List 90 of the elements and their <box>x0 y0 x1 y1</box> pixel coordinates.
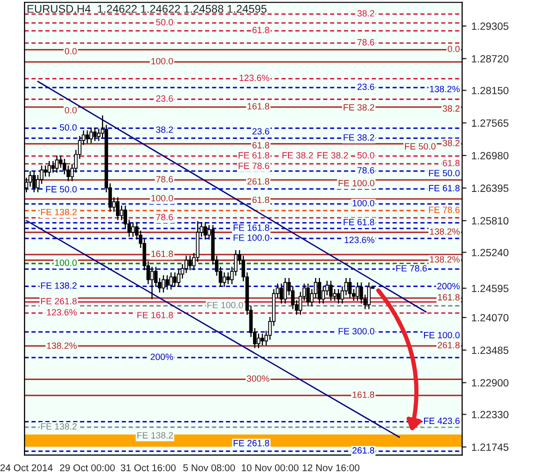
annotation: 161.8 <box>151 250 173 258</box>
chart-title: EURUSD,H4 1.24622 1.24622 1.24588 1.24595 <box>28 4 267 14</box>
y-tick-label: 1.24595 <box>472 284 508 292</box>
annotation: FE 261.8 <box>41 298 77 304</box>
annotation: 138.2% <box>430 86 460 92</box>
annotation: 50.0 <box>357 152 374 158</box>
y-tick-label: 1.28720 <box>472 55 508 62</box>
annotation: 300% <box>246 375 270 382</box>
annotation: FE 50.0 <box>405 143 436 150</box>
annotation: 138.2% <box>430 256 460 263</box>
annotation: FE 38.2 <box>344 134 374 141</box>
annotation: 38.2 <box>442 105 460 112</box>
y-tick-label: 1.24070 <box>472 314 508 322</box>
annotation: 50.0 <box>60 124 77 131</box>
annotation: 200% <box>150 354 173 360</box>
annotation: FE 138.2 <box>41 423 77 430</box>
y-tick-label: 1.23485 <box>472 346 508 354</box>
annotation: FE 78.6 <box>429 206 460 214</box>
x-tick-label: 31 Oct 16:00 <box>120 464 176 472</box>
annotation: 138.2% <box>430 228 460 235</box>
annotation: 0.0 <box>64 48 77 54</box>
annotation: 23.6 <box>358 84 374 90</box>
annotation: 100.0 <box>151 194 173 202</box>
y-tick-label: 1.27565 <box>472 119 508 127</box>
annotation: 161.8 <box>352 391 374 398</box>
x-tick-label: 5 Nov 08:00 <box>183 464 235 472</box>
annotation: 261.8 <box>247 178 270 185</box>
annotation: FE 300.0 <box>338 328 374 334</box>
annotation: 0.0 <box>448 46 460 52</box>
annotation: 161.8 <box>438 294 460 300</box>
annotation: FE 423.6 <box>424 418 460 424</box>
y-tick-label: 1.28150 <box>472 86 508 94</box>
y-tick-label: 1.22330 <box>472 410 508 418</box>
annotation: FE 100.0 <box>338 180 374 186</box>
annotation: 78.6 <box>156 214 173 220</box>
x-tick-label: 12 Nov 16:00 <box>302 464 360 472</box>
annotation: FE 50.0 <box>429 170 460 176</box>
y-tick-label: 1.22900 <box>472 379 508 387</box>
annotation: 200% <box>437 282 460 290</box>
annotation: FE 100.0 <box>424 332 460 338</box>
annotation: FE 100.0 <box>207 302 243 308</box>
x-tick-label: 10 Nov 00:00 <box>242 464 299 472</box>
annotation: FE 78.6 <box>396 265 427 272</box>
annotation: 61.8 <box>252 196 270 204</box>
y-tick-label: 1.25240 <box>472 248 508 256</box>
annotation: 61.8 <box>252 142 270 148</box>
annotation: 100.0 <box>55 260 77 266</box>
annotation: 78.6 <box>358 167 374 174</box>
annotation: 61.8 <box>442 160 460 166</box>
annotation: 261.8 <box>438 342 460 348</box>
annotation: 38.2 <box>156 126 173 133</box>
annotation: 123.6% <box>344 236 374 244</box>
annotation: FE 38.2 <box>344 104 374 111</box>
annotation: 161.8 <box>248 103 270 110</box>
annotation: 23.6 <box>156 95 173 102</box>
annotation: FE 50.0 <box>46 186 77 192</box>
annotation: FE 161.8 <box>234 224 270 231</box>
y-tick-label: 1.26980 <box>472 152 508 160</box>
annotation: FE 161.8 <box>137 312 173 318</box>
annotation: 23.6 <box>252 128 270 135</box>
x-tick-label: 29 Oct 00:00 <box>60 464 115 472</box>
annotation: 123.6% <box>240 74 270 82</box>
annotation: FE 138.2 <box>41 208 77 216</box>
annotation: FE 261.8 <box>234 440 270 446</box>
annotation: 78.6 <box>156 176 173 182</box>
annotation: 100.0 <box>151 58 173 64</box>
annotation: 50.0 <box>156 19 173 26</box>
annotation: 78.6 <box>358 39 374 46</box>
annotation: FE 138.2 <box>41 282 77 289</box>
annotation: FE 38.2 <box>318 152 348 158</box>
y-tick-label: 1.25810 <box>472 217 508 225</box>
annotation: FE 78.6 <box>238 162 270 170</box>
annotation: FE 38.2 <box>282 152 313 158</box>
annotation: 100.0 <box>352 200 374 206</box>
y-tick-label: 1.29305 <box>472 22 508 30</box>
annotation: 38.2 <box>357 10 374 16</box>
y-tick-label: 1.26395 <box>472 184 508 192</box>
annotation: 0.0 <box>64 106 77 114</box>
annotation: FE 61.8 <box>238 152 270 158</box>
annotation: 38.2 <box>442 140 460 146</box>
annotation: FE 100.0 <box>234 234 270 241</box>
annotation: 123.6% <box>47 309 77 316</box>
annotation: 61.8 <box>252 26 270 34</box>
annotation: FE 61.8 <box>344 218 374 226</box>
annotation: 138.2% <box>47 342 77 349</box>
y-tick-label: 1.21745 <box>472 443 508 451</box>
annotation: 261.8 <box>352 447 374 454</box>
annotation: FE 138.2 <box>137 432 173 439</box>
annotation: FE 61.8 <box>429 184 460 192</box>
x-tick-label: 24 Oct 2014 <box>0 464 53 472</box>
